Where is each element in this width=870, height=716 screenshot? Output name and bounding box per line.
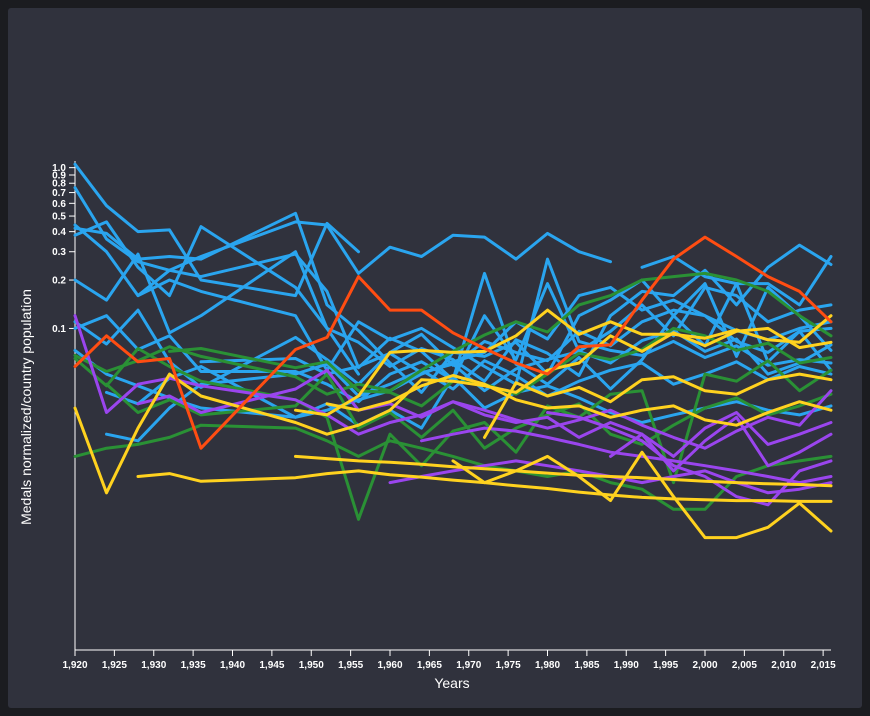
x-tick-label: 1,965 xyxy=(417,660,442,671)
y-axis: 0.1 0.2 0.3 0.4 0.5 0.60.70.80.91.0 xyxy=(52,161,76,650)
series-line-yellow xyxy=(294,308,833,417)
x-tick-label: 1,935 xyxy=(181,660,206,671)
series-line-purple xyxy=(73,314,833,450)
series-line-green xyxy=(168,326,833,408)
x-tick-label: 1,950 xyxy=(299,660,324,671)
y-tick-label: 0.2 xyxy=(52,276,66,287)
y-tick-label: 0.5 xyxy=(52,212,66,223)
series-line-blue xyxy=(73,211,833,394)
x-axis: 1,920 1,925 1,930 1,935 1,940 1,945 1,950 1,955… xyxy=(62,649,836,671)
x-tick-label: 1,945 xyxy=(259,660,284,671)
x-tick-label: 1,985 xyxy=(574,660,599,671)
series-line-green xyxy=(73,271,833,396)
x-tick-label: 1,930 xyxy=(141,660,166,671)
x-tick-label: 1,940 xyxy=(220,660,245,671)
x-tick-label: 1,920 xyxy=(62,660,87,671)
y-tick-label: 0.3 xyxy=(52,247,66,258)
series-line-yellow xyxy=(294,454,833,488)
x-tick-label: 1,925 xyxy=(102,660,127,671)
series-line-yellow xyxy=(483,372,833,439)
series-lines xyxy=(73,162,833,540)
series-line-red xyxy=(73,235,833,450)
series-line-purple xyxy=(136,368,833,458)
series-line-blue xyxy=(73,186,612,275)
y-tick-label: 0.7 xyxy=(52,188,66,199)
series-line-purple xyxy=(609,415,833,473)
series-line-yellow xyxy=(325,374,833,427)
y-tick-label: 0.9 xyxy=(52,171,66,182)
series-line-blue xyxy=(73,162,360,298)
series-line-purple xyxy=(546,411,833,507)
x-tick-label: 2,005 xyxy=(732,660,757,671)
y-tick-label: 1.0 xyxy=(52,163,66,174)
series-line-blue xyxy=(199,329,833,393)
series-line-green xyxy=(73,347,833,521)
y-axis-title: Medals normalized/country population xyxy=(18,289,34,525)
series-line-blue xyxy=(73,223,833,382)
series-line-yellow xyxy=(451,450,833,540)
series-line-blue xyxy=(73,243,833,383)
series-line-blue xyxy=(73,308,833,389)
x-tick-label: 2,015 xyxy=(811,660,836,671)
x-axis-title: Years xyxy=(434,675,469,691)
chart-panel xyxy=(8,8,862,708)
series-line-blue xyxy=(105,359,833,443)
x-tick-label: 1,955 xyxy=(338,660,363,671)
x-tick-label: 1,975 xyxy=(496,660,521,671)
series-line-yellow xyxy=(136,469,833,503)
y-tick-label: 0.8 xyxy=(52,179,66,190)
x-tick-label: 1,970 xyxy=(456,660,481,671)
x-tick-label: 1,980 xyxy=(535,660,560,671)
y-tick-label: 0.1 xyxy=(52,324,66,335)
x-tick-label: 1,995 xyxy=(653,660,678,671)
x-tick-label: 2,000 xyxy=(692,660,717,671)
series-line-blue xyxy=(73,220,360,376)
x-tick-label: 1,960 xyxy=(377,660,402,671)
x-tick-label: 1,990 xyxy=(614,660,639,671)
y-tick-label: 0.6 xyxy=(52,199,66,210)
y-tick-label: 0.4 xyxy=(52,227,66,238)
x-tick-label: 2,010 xyxy=(771,660,796,671)
